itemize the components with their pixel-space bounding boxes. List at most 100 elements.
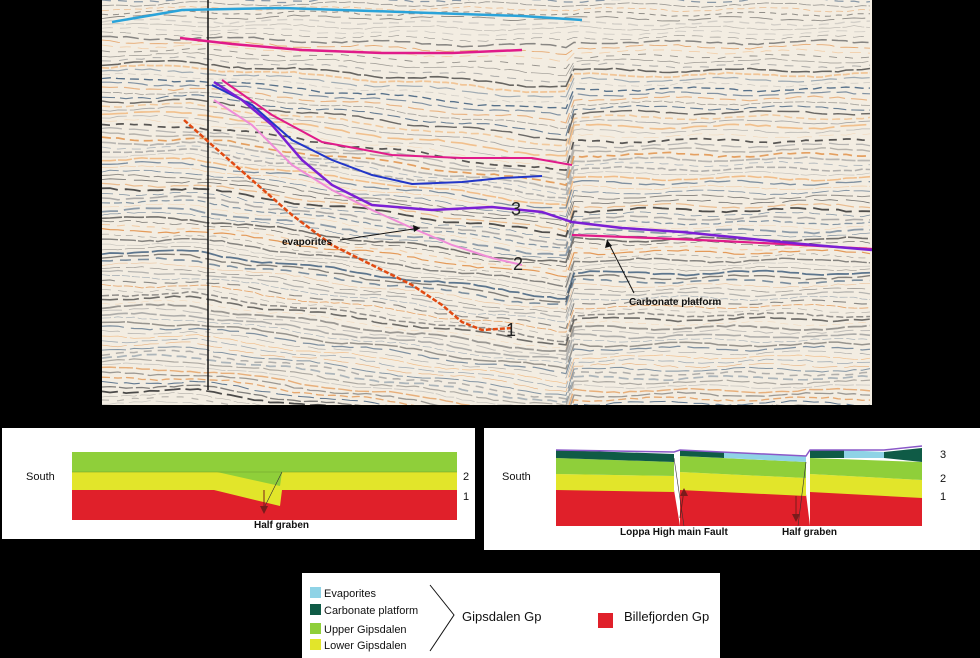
legend-label-carbonate: Carbonate platform	[324, 605, 418, 617]
cross-section-left: South 2 1 Half graben	[2, 428, 475, 539]
evaporites-arrow	[339, 227, 421, 241]
seismic-section: 3 2 1 evaporites Carbonate platform	[102, 0, 872, 405]
horizon-magenta-mid	[221, 79, 573, 166]
seismic-reflector	[102, 346, 871, 396]
seismic-reflector	[102, 257, 871, 306]
seismic-reflector	[102, 106, 871, 152]
half-graben-label: Half graben	[782, 527, 837, 538]
seismic-reflector	[102, 223, 871, 272]
seismic-reflector	[102, 228, 871, 278]
seismic-reflector	[102, 173, 871, 223]
upper-gipsdalen-layer-mid	[680, 456, 806, 478]
seismic-reflector	[102, 349, 871, 400]
legend-swatch-lower-gipsdalen	[310, 639, 321, 650]
legend-swatch-evaporites	[310, 587, 321, 598]
seismic-reflector	[102, 165, 871, 213]
south-label: South	[26, 471, 55, 483]
horizon-label-1: 1	[506, 320, 516, 340]
seismic-reflector	[102, 330, 871, 379]
seismic-reflector	[102, 307, 871, 356]
seismic-reflector	[102, 269, 871, 319]
seismic-reflector	[102, 148, 871, 200]
seismic-reflector	[102, 9, 871, 17]
seismic-reflector	[102, 376, 871, 405]
seismic-reflector	[102, 59, 871, 88]
seismic-reflector	[102, 325, 871, 375]
layer-number-3: 3	[940, 449, 946, 461]
seismic-reflector	[102, 341, 871, 392]
legend: Evaporites Carbonate platform Upper Gips…	[302, 573, 720, 658]
seismic-reflector	[102, 237, 871, 288]
lower-gipsdalen-layer-mid	[680, 472, 806, 496]
seismic-reflector	[102, 380, 870, 405]
legend-label-billefjorden: Billefjorden Gp	[624, 609, 709, 624]
evaporites-layer-east	[844, 450, 884, 458]
carbonate-platform-label: Carbonate platform	[629, 297, 721, 308]
carbonate-platform-layer	[556, 450, 674, 462]
seismic-reflector	[102, 152, 871, 203]
carbonate-arrowhead	[605, 240, 612, 248]
billefjorden-layer-mid	[680, 488, 810, 526]
seismic-reflector	[102, 199, 871, 249]
seismic-reflector	[102, 387, 329, 405]
seismic-reflector	[102, 160, 871, 209]
seismic-reflector	[102, 233, 871, 282]
upper-gipsdalen-layer-east	[810, 458, 922, 480]
seismic-reflector	[102, 81, 871, 116]
loppa-fault-line	[673, 457, 685, 527]
seismic-reflector	[102, 295, 871, 346]
seismic-reflector	[102, 253, 871, 303]
layer-number-1: 1	[463, 491, 469, 503]
seismic-reflector	[102, 31, 871, 42]
seismic-reflector	[102, 334, 871, 385]
seismic-reflector	[102, 288, 871, 338]
legend-group-label: Gipsdalen Gp	[462, 609, 542, 624]
seismic-reflector	[102, 249, 871, 300]
seismic-reflector	[102, 338, 871, 388]
legend-swatch-carbonate	[310, 604, 321, 615]
seismic-reflector	[102, 127, 871, 177]
seismic-reflector	[102, 26, 871, 37]
seismic-reflector	[102, 122, 871, 172]
cross-section-right: South 3 2 1 Loppa High main Fault Half g…	[484, 428, 980, 550]
horizon-blue	[211, 84, 543, 186]
evaporites-label: evaporites	[282, 237, 332, 248]
seismic-reflector	[102, 101, 871, 147]
seismic-reflector	[102, 131, 871, 181]
seismic-reflector	[102, 191, 871, 241]
seismic-reflector	[102, 211, 871, 260]
seismic-reflector	[102, 279, 871, 330]
seismic-reflector	[102, 35, 871, 49]
seismic-reflector	[102, 6, 871, 13]
loppa-fault-arrowhead	[680, 488, 688, 496]
seismic-reflector	[102, 157, 871, 207]
horizon-label-3: 3	[511, 199, 521, 219]
seismic-reflector	[102, 371, 871, 405]
upper-gipsdalen-layer	[72, 452, 457, 486]
seismic-reflector	[102, 51, 871, 77]
legend-swatch-billefjorden	[598, 613, 613, 628]
seismic-reflector	[102, 136, 871, 187]
seismic-reflector	[102, 321, 871, 370]
seismic-reflector	[102, 72, 871, 104]
half-graben-arrowhead	[792, 514, 800, 522]
seismic-reflector	[102, 241, 871, 292]
horizon-cyan	[111, 6, 583, 24]
seismic-reflector	[102, 94, 871, 137]
seismic-reflector	[102, 0, 871, 4]
seismic-reflector	[102, 262, 871, 310]
seismic-reflector	[102, 77, 871, 110]
layer-number-2: 2	[463, 471, 469, 483]
seismic-reflector	[102, 145, 871, 195]
horizon-purple	[213, 80, 872, 252]
carbonate-arrow	[606, 239, 635, 294]
seismic-reflector	[102, 220, 871, 268]
seismic-reflector	[102, 290, 871, 343]
lower-gipsdalen-layer-east	[810, 474, 922, 498]
seismic-reflectors	[102, 0, 871, 405]
seismic-reflector	[102, 246, 871, 296]
seismic-reflector	[102, 55, 871, 83]
seismic-reflector	[102, 366, 871, 405]
upper-gipsdalen-layer	[556, 458, 674, 476]
legend-label-upper-gipsdalen: Upper Gipsdalen	[324, 624, 407, 636]
